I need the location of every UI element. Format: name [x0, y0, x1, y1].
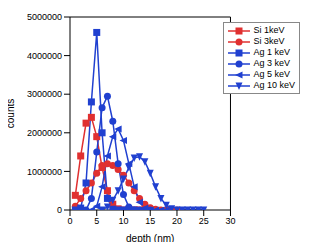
html-text:Ag 1 keV: Ag 1 keV — [253, 47, 290, 57]
html-text:Si 3keV: Si 3keV — [253, 36, 285, 46]
svg-text:1000000: 1000000 — [27, 167, 62, 177]
html-text:Ag 10 keV: Ag 10 keV — [253, 80, 295, 90]
svg-text:4000000: 4000000 — [27, 51, 62, 61]
svg-text:15: 15 — [145, 216, 155, 226]
svg-text:3000000: 3000000 — [27, 89, 62, 99]
svg-text:2000000: 2000000 — [27, 128, 62, 138]
svg-text:5: 5 — [94, 216, 99, 226]
html-text:Ag 3 keV: Ag 3 keV — [253, 58, 290, 68]
html-text:Ag 5 keV: Ag 5 keV — [253, 69, 290, 79]
svg-text:0: 0 — [57, 205, 62, 215]
svg-text:5000000: 5000000 — [27, 12, 62, 22]
svg-text:20: 20 — [172, 216, 182, 226]
html-text:Si 1keV: Si 1keV — [253, 25, 285, 35]
svg-text:depth (nm): depth (nm) — [126, 233, 174, 242]
svg-text:counts: counts — [8, 99, 16, 128]
svg-text:10: 10 — [118, 216, 128, 226]
svg-text:25: 25 — [199, 216, 209, 226]
svg-text:30: 30 — [225, 216, 235, 226]
svg-text:0: 0 — [67, 216, 72, 226]
